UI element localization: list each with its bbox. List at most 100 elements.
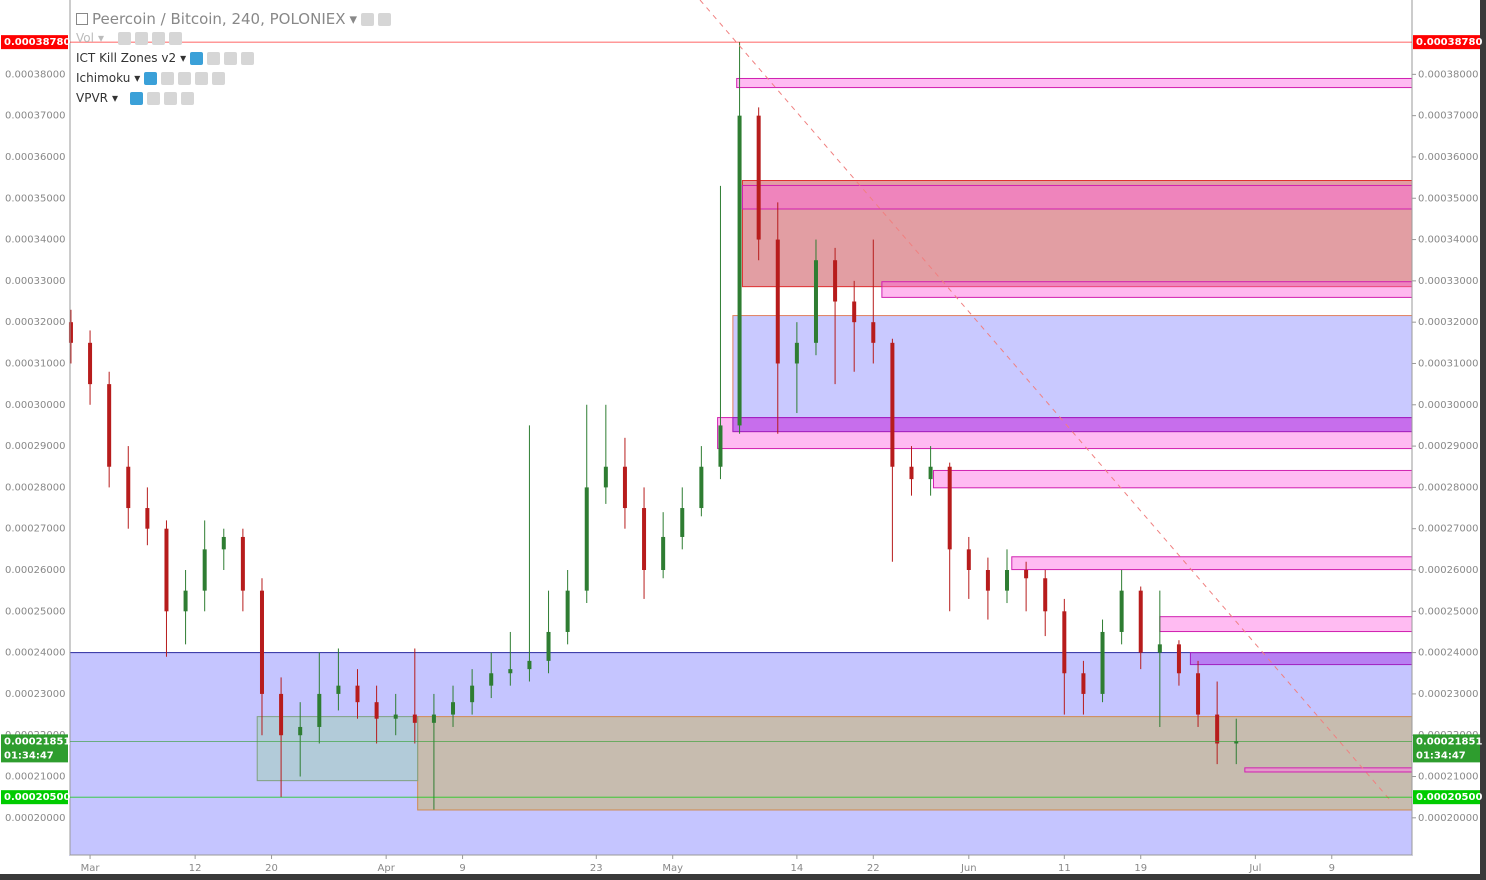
x-tick-label: 9 bbox=[459, 863, 465, 874]
zone bbox=[732, 315, 1413, 433]
candle-body bbox=[737, 115, 742, 426]
y-tick-label: 0.00020000 bbox=[5, 813, 65, 824]
candle-body bbox=[546, 631, 551, 661]
candle-body bbox=[202, 549, 207, 591]
x-tick-label: 12 bbox=[189, 863, 202, 874]
y-tick-label: 0.00027000 bbox=[1418, 524, 1478, 535]
y-tick-label: 0.00026000 bbox=[5, 565, 65, 576]
price-badge bbox=[1, 35, 68, 50]
candle-body bbox=[1176, 644, 1181, 674]
y-tick-label: 0.00030000 bbox=[5, 400, 65, 411]
y-tick-label: 0.00028000 bbox=[1418, 482, 1478, 493]
y-tick-label: 0.00020000 bbox=[1418, 813, 1478, 824]
candle-body bbox=[775, 239, 780, 364]
candle-body bbox=[451, 702, 456, 715]
candle-body bbox=[317, 693, 322, 727]
x-tick-label: 20 bbox=[265, 863, 278, 874]
x-tick-label: Jul bbox=[1248, 863, 1261, 874]
candle-body bbox=[527, 660, 532, 670]
candle-body bbox=[680, 508, 685, 537]
candle-body bbox=[1005, 570, 1010, 591]
indicator[interactable]: VPVR ▾ bbox=[76, 91, 195, 105]
candle-body bbox=[393, 714, 398, 719]
price-label: 0.00038780 bbox=[1416, 37, 1482, 48]
candle-body bbox=[1234, 741, 1239, 744]
candle-body bbox=[603, 466, 608, 488]
x-tick-label: 22 bbox=[867, 863, 880, 874]
x-tick-label: Jun bbox=[960, 863, 977, 874]
frame bbox=[0, 874, 1486, 880]
indicator-name: Ichimoku bbox=[76, 71, 131, 85]
price-badge bbox=[1, 734, 68, 763]
candle-body bbox=[661, 536, 666, 570]
price-label: 0.00020500 bbox=[1416, 792, 1482, 803]
frame bbox=[1480, 0, 1486, 880]
y-tick-label: 0.00037000 bbox=[1418, 111, 1478, 122]
price-badge bbox=[1, 790, 68, 805]
price-label: 0.00021851 bbox=[1416, 736, 1482, 747]
price-badge bbox=[1413, 790, 1480, 805]
candle-body bbox=[470, 685, 475, 703]
candle-body bbox=[1157, 644, 1162, 653]
candle-body bbox=[107, 384, 112, 467]
indicator[interactable]: ICT Kill Zones v2 ▾ bbox=[76, 51, 255, 65]
price-label: 0.00021851 bbox=[4, 736, 70, 747]
x-tick-label: May bbox=[662, 863, 683, 874]
candle-body bbox=[928, 466, 933, 480]
y-tick-label: 0.00027000 bbox=[5, 524, 65, 535]
candle-body bbox=[221, 536, 226, 550]
collapse[interactable] bbox=[76, 13, 88, 25]
candle-body bbox=[718, 425, 723, 467]
y-tick-label: 0.00021000 bbox=[5, 772, 65, 783]
indicator[interactable]: Ichimoku ▾ bbox=[76, 71, 226, 85]
candle-body bbox=[813, 260, 818, 343]
y-tick-label: 0.00032000 bbox=[5, 317, 65, 328]
candle-body bbox=[1043, 578, 1048, 612]
price-label: 0.00038780 bbox=[4, 37, 70, 48]
zone bbox=[1189, 652, 1413, 666]
candle-body bbox=[355, 685, 360, 703]
price-label: 0.00020500 bbox=[4, 792, 70, 803]
y-tick-label: 0.00023000 bbox=[5, 689, 65, 700]
y-tick-label: 0.00033000 bbox=[5, 276, 65, 287]
zones bbox=[69, 77, 1413, 856]
zone bbox=[1159, 616, 1413, 633]
candle-body bbox=[1024, 570, 1029, 579]
candle-body bbox=[88, 342, 93, 385]
candle-body bbox=[985, 570, 990, 591]
candle-body bbox=[756, 115, 761, 240]
countdown-label: 01:34:47 bbox=[4, 750, 54, 761]
y-tick-label: 0.00036000 bbox=[5, 152, 65, 163]
y-tick-label: 0.00029000 bbox=[1418, 441, 1478, 452]
candle-body bbox=[909, 466, 914, 480]
candle-body bbox=[584, 487, 589, 591]
candle-body bbox=[145, 508, 150, 529]
candle-body bbox=[1100, 631, 1105, 694]
y-tick-label: 0.00038000 bbox=[1418, 69, 1478, 80]
candle-body bbox=[947, 466, 952, 550]
zone bbox=[256, 716, 419, 782]
candle-body bbox=[642, 508, 647, 570]
price-badge bbox=[1413, 734, 1480, 763]
y-tick-label: 0.00028000 bbox=[5, 482, 65, 493]
candle-body bbox=[622, 466, 627, 509]
candle-body bbox=[833, 260, 838, 302]
y-tick-label: 0.00031000 bbox=[5, 358, 65, 369]
candle-body bbox=[890, 342, 895, 467]
indicator[interactable]: Vol ▾ bbox=[76, 31, 182, 45]
candle-body bbox=[412, 714, 417, 723]
indicator-name: ICT Kill Zones v2 bbox=[76, 51, 177, 65]
candle-body bbox=[279, 693, 284, 736]
zone bbox=[417, 716, 1413, 811]
y-tick-label: 0.00024000 bbox=[5, 648, 65, 659]
zone bbox=[1011, 556, 1413, 571]
y-tick-label: 0.00025000 bbox=[1418, 606, 1478, 617]
x-tick-label: 23 bbox=[590, 863, 603, 874]
candle-body bbox=[259, 590, 264, 694]
candle-body bbox=[1081, 673, 1086, 694]
candle-body bbox=[699, 466, 704, 509]
y-tick-label: 0.00029000 bbox=[5, 441, 65, 452]
y-tick-label: 0.00030000 bbox=[1418, 400, 1478, 411]
